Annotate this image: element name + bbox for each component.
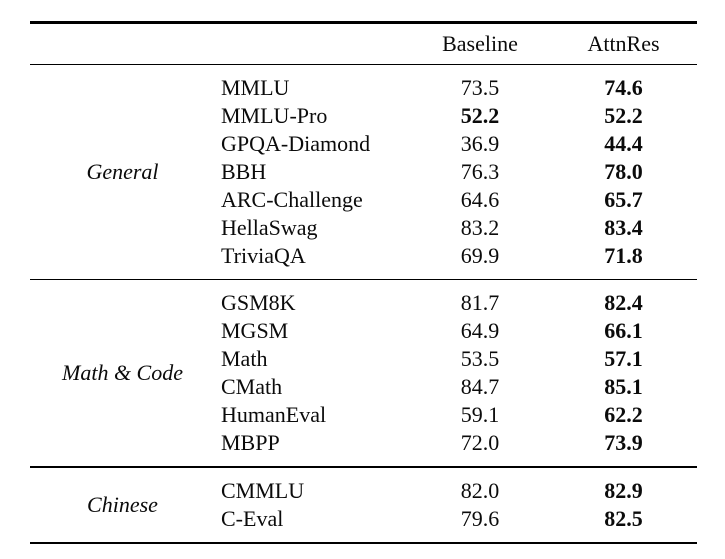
table-row: MMLU-Pro 52.2 52.2 [215,102,697,130]
benchmark-results-table: Baseline AttnRes General MMLU 73.5 74.6 … [30,21,697,545]
attnres-value: 62.2 [604,402,643,428]
table-row: Math 53.5 57.1 [215,345,697,373]
table-row: HellaSwag 83.2 83.4 [215,214,697,242]
attnres-value: 44.4 [604,130,643,156]
attnres-value: 82.5 [604,505,643,531]
column-header-baseline: Baseline [442,30,518,56]
baseline-value: 52.2 [460,102,500,128]
table-row: BBH 76.3 78.0 [215,158,697,186]
attnres-value: 66.1 [604,318,643,344]
baseline-value: 82.0 [460,477,500,503]
table-row: HumanEval 59.1 62.2 [215,401,697,429]
attnres-value: 52.2 [604,102,643,128]
benchmark-name: MBPP [221,430,280,456]
baseline-value: 72.0 [460,430,500,456]
baseline-value: 64.6 [460,186,500,212]
baseline-value: 36.9 [460,130,500,156]
benchmark-name: TriviaQA [221,242,306,268]
table-row: C-Eval 79.6 82.5 [215,505,697,533]
attnres-value: 85.1 [604,374,643,400]
benchmark-name: Math [221,346,268,372]
table-section-math-code: Math & Code GSM8K 81.7 82.4 MGSM 64.9 66… [30,280,697,466]
table-section-general: General MMLU 73.5 74.6 MMLU-Pro 52.2 52.… [30,65,697,279]
attnres-value: 73.9 [604,430,643,456]
category-label: General [86,158,159,184]
table-row: GSM8K 81.7 82.4 [215,289,697,317]
attnres-value: 57.1 [604,346,643,372]
attnres-value: 83.4 [604,214,643,240]
baseline-value: 69.9 [460,242,500,268]
table-row: CMath 84.7 85.1 [215,373,697,401]
benchmark-name: GPQA-Diamond [221,130,371,156]
category-label: Chinese [87,491,158,517]
benchmark-name: MGSM [221,318,289,344]
table-section-chinese: Chinese CMMLU 82.0 82.9 C-Eval 79.6 82.5 [30,468,697,542]
benchmark-name: CMath [221,374,283,400]
benchmark-name: HellaSwag [221,214,318,240]
table-header-row: Baseline AttnRes [30,24,697,64]
benchmark-name: HumanEval [221,402,327,428]
baseline-value: 53.5 [460,346,500,372]
attnres-value: 82.9 [604,477,643,503]
section-rows: MMLU 73.5 74.6 MMLU-Pro 52.2 52.2 GPQA-D… [215,65,697,279]
baseline-value: 59.1 [460,402,500,428]
benchmark-name: CMMLU [221,477,305,503]
attnres-value: 74.6 [604,74,643,100]
benchmark-name: BBH [221,158,267,184]
attnres-value: 78.0 [604,158,643,184]
table-row: MGSM 64.9 66.1 [215,317,697,345]
table-row: MMLU 73.5 74.6 [215,74,697,102]
table-rule-mid-2 [30,466,697,468]
table-rule-bottom [30,541,697,545]
table-row: CMMLU 82.0 82.9 [215,477,697,505]
baseline-value: 81.7 [460,290,500,316]
benchmark-name: MMLU-Pro [221,102,328,128]
table-rule-top [30,21,697,24]
baseline-value: 76.3 [460,158,500,184]
baseline-value: 64.9 [460,318,500,344]
attnres-value: 71.8 [604,242,643,268]
baseline-value: 84.7 [460,374,500,400]
section-rows: CMMLU 82.0 82.9 C-Eval 79.6 82.5 [215,468,697,542]
baseline-value: 83.2 [460,214,500,240]
category-label: Math & Code [62,360,183,386]
baseline-value: 79.6 [460,505,500,531]
benchmark-name: ARC-Challenge [221,186,363,212]
benchmark-name: C-Eval [221,505,284,531]
table-row: MBPP 72.0 73.9 [215,429,697,457]
attnres-value: 82.4 [604,290,643,316]
table-rule-mid-1 [30,278,697,281]
table-row: ARC-Challenge 64.6 65.7 [215,186,697,214]
table-row: GPQA-Diamond 36.9 44.4 [215,130,697,158]
column-header-attnres: AttnRes [587,30,660,56]
benchmark-name: GSM8K [221,290,296,316]
baseline-value: 73.5 [460,74,500,100]
table-row: TriviaQA 69.9 71.8 [215,242,697,270]
table-rule-below-header [30,63,697,65]
section-rows: GSM8K 81.7 82.4 MGSM 64.9 66.1 Math 53.5… [215,280,697,466]
attnres-value: 65.7 [604,186,643,212]
benchmark-name: MMLU [221,74,290,100]
